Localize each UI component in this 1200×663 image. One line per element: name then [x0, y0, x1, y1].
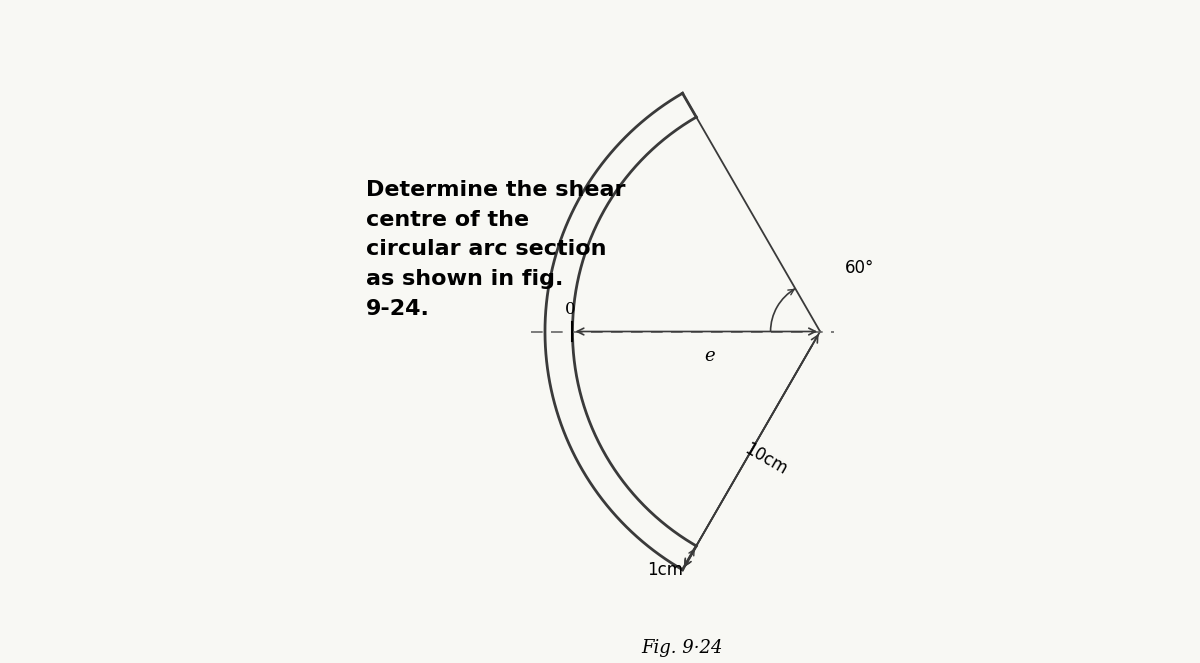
Text: 0: 0 [564, 301, 575, 318]
Text: 60°: 60° [845, 259, 875, 277]
Text: 1cm: 1cm [647, 561, 683, 579]
Text: Fig. 9·24: Fig. 9·24 [642, 639, 724, 657]
Text: e: e [704, 347, 715, 365]
Text: 10cm: 10cm [740, 440, 791, 478]
Text: Determine the shear
centre of the
circular arc section
as shown in fig.
9-24.: Determine the shear centre of the circul… [366, 180, 625, 319]
